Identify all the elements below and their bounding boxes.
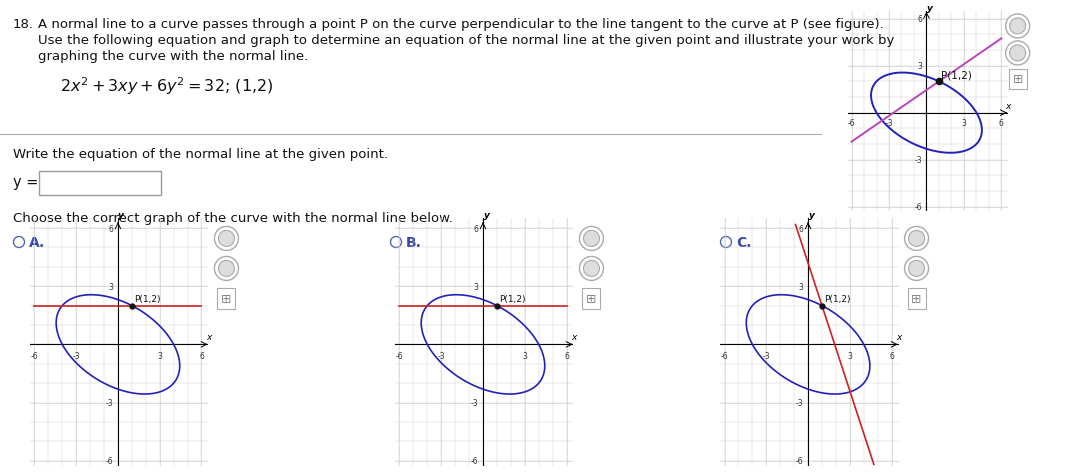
Text: -3: -3 [796, 398, 804, 407]
Circle shape [1010, 46, 1026, 62]
Text: P(1,2): P(1,2) [941, 70, 972, 80]
Circle shape [218, 231, 234, 247]
Text: 6: 6 [473, 224, 478, 233]
Text: 3: 3 [523, 351, 527, 360]
Text: 6: 6 [108, 224, 113, 233]
Text: ⊞: ⊞ [221, 292, 232, 305]
Text: -6: -6 [796, 456, 804, 465]
Circle shape [583, 261, 599, 277]
Text: -6: -6 [720, 351, 728, 360]
Text: ⊞: ⊞ [1012, 73, 1023, 86]
Text: A normal line to a curve passes through a point P on the curve perpendicular to : A normal line to a curve passes through … [38, 18, 883, 31]
Text: 3: 3 [798, 282, 804, 291]
FancyBboxPatch shape [39, 172, 161, 196]
Text: graphing the curve with the normal line.: graphing the curve with the normal line. [38, 50, 308, 63]
Text: A.: A. [29, 236, 45, 249]
Text: x: x [1005, 102, 1011, 111]
Text: B.: B. [406, 236, 422, 249]
Circle shape [583, 231, 599, 247]
Text: Choose the correct graph of the curve with the normal line below.: Choose the correct graph of the curve wi… [13, 211, 453, 225]
Text: ⊞: ⊞ [912, 292, 922, 305]
Text: -6: -6 [471, 456, 478, 465]
Text: -6: -6 [915, 203, 922, 212]
Text: 3: 3 [473, 282, 478, 291]
Text: P(1,2): P(1,2) [499, 294, 526, 303]
Circle shape [908, 231, 924, 247]
Text: 6: 6 [798, 224, 804, 233]
Text: -3: -3 [72, 351, 80, 360]
Text: -3: -3 [471, 398, 478, 407]
Text: -3: -3 [886, 119, 893, 128]
Text: P(1,2): P(1,2) [134, 294, 161, 303]
Text: $2x^2 + 3xy + 6y^2 = 32$; (1,2): $2x^2 + 3xy + 6y^2 = 32$; (1,2) [60, 75, 273, 97]
Text: 18.: 18. [13, 18, 33, 31]
Text: 6: 6 [199, 351, 204, 360]
Text: y: y [927, 4, 932, 13]
Text: 6: 6 [889, 351, 894, 360]
Text: 6: 6 [564, 351, 569, 360]
Text: y: y [484, 211, 489, 220]
Text: -6: -6 [395, 351, 403, 360]
Circle shape [1010, 19, 1026, 35]
Text: 3: 3 [158, 351, 162, 360]
Text: -3: -3 [106, 398, 113, 407]
Text: P(1,2): P(1,2) [824, 294, 851, 303]
Text: -6: -6 [848, 119, 855, 128]
Text: y =: y = [13, 175, 39, 189]
Text: Write the equation of the normal line at the given point.: Write the equation of the normal line at… [13, 148, 388, 161]
Text: -3: -3 [762, 351, 770, 360]
Text: -3: -3 [437, 351, 445, 360]
Text: x: x [206, 333, 212, 342]
Text: -6: -6 [30, 351, 38, 360]
Circle shape [218, 261, 234, 277]
Text: Use the following equation and graph to determine an equation of the normal line: Use the following equation and graph to … [38, 34, 894, 47]
Text: 3: 3 [917, 62, 922, 71]
Text: 6: 6 [917, 15, 922, 24]
Text: ⊞: ⊞ [586, 292, 597, 305]
Text: y: y [809, 211, 814, 220]
Text: 3: 3 [108, 282, 113, 291]
Text: 6: 6 [999, 119, 1003, 128]
Text: 3: 3 [848, 351, 852, 360]
Text: x: x [896, 333, 902, 342]
Text: 3: 3 [961, 119, 967, 128]
Circle shape [908, 261, 924, 277]
Text: -6: -6 [106, 456, 113, 465]
Text: C.: C. [735, 236, 752, 249]
Text: -3: -3 [915, 156, 922, 165]
Text: y: y [119, 211, 124, 220]
Text: x: x [571, 333, 577, 342]
